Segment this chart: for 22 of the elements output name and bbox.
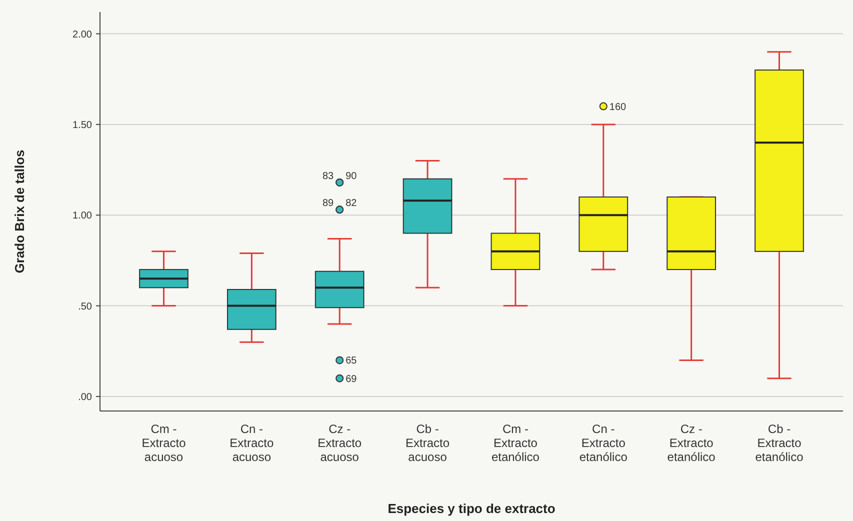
annotation: 82 xyxy=(346,198,358,210)
x-tick-label: Cn - Extracto etanólico xyxy=(579,422,628,464)
x-tick-label: Cz - Extracto etanólico xyxy=(667,422,716,464)
y-tick-label: 1.00 xyxy=(72,210,92,222)
y-tick-label: .00 xyxy=(78,392,92,403)
annotation: 160 xyxy=(609,102,627,113)
y-tick-label: 1.50 xyxy=(72,120,92,131)
annotation: 69 xyxy=(346,374,358,385)
annotation: 89 xyxy=(322,198,334,210)
y-tick-label: .50 xyxy=(78,301,92,312)
x-tick-label: Cb - Extracto acuoso xyxy=(406,422,450,464)
x-tick-label: Cz - Extracto acuoso xyxy=(318,422,362,464)
x-tick-label: Cm - Extracto acuoso xyxy=(142,422,186,464)
x-tick-label: Cm - Extracto etanólico xyxy=(491,422,540,464)
x-axis-title: Especies y tipo de extracto xyxy=(388,501,556,516)
y-axis-title: Grado Brix de tallos xyxy=(12,150,27,274)
annotation: 65 xyxy=(346,356,358,367)
x-tick-label: Cn - Extracto acuoso xyxy=(230,422,274,464)
annotation: 90 xyxy=(346,170,358,182)
annotation: 83 xyxy=(322,170,334,182)
y-tick-label: 2.00 xyxy=(72,29,92,40)
x-tick-label: Cb - Extracto etanólico xyxy=(755,422,804,464)
